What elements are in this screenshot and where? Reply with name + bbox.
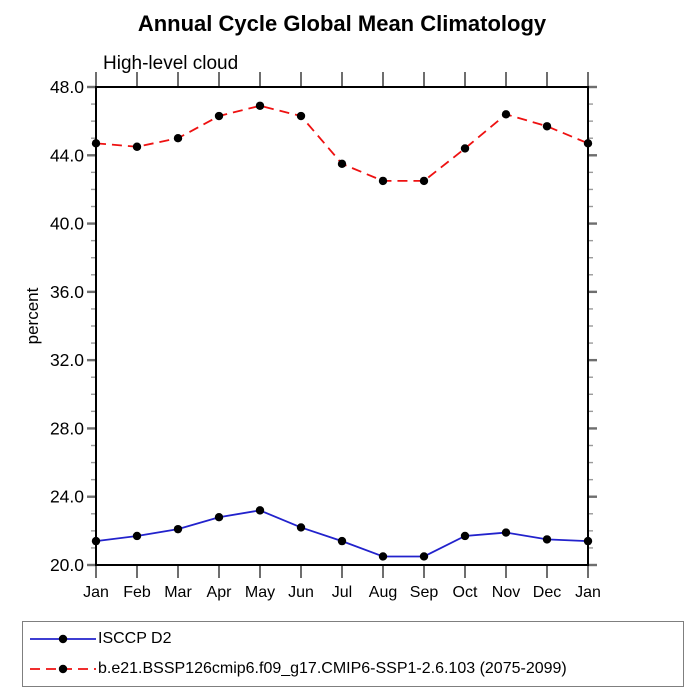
data-point (378, 552, 388, 561)
x-tick-label: Feb (123, 584, 151, 601)
data-point (214, 513, 224, 522)
x-tick-label: Apr (207, 584, 233, 601)
data-point (501, 528, 511, 537)
y-tick-label: 36.0 (50, 282, 84, 302)
x-tick-label: Oct (453, 584, 478, 601)
chart-subtitle: High-level cloud (103, 53, 239, 74)
data-point (337, 536, 347, 546)
legend-line-sample (30, 664, 96, 674)
data-point (173, 524, 183, 534)
y-tick-label: 24.0 (50, 487, 84, 507)
x-tick-label: Nov (492, 584, 520, 601)
data-point (583, 536, 593, 546)
legend-label: b.e21.BSSP126cmip6.f09_g17.CMIP6-SSP1-2.… (98, 660, 567, 677)
y-tick-label: 20.0 (50, 555, 84, 575)
data-point (173, 134, 183, 143)
data-point (542, 122, 552, 131)
x-tick-label: Jan (83, 584, 109, 601)
x-tick-label: Dec (533, 584, 561, 601)
data-point (214, 111, 224, 121)
data-point (91, 536, 101, 546)
series-line-0 (95, 509, 589, 558)
data-point (583, 139, 593, 148)
x-tick-label: Jun (288, 584, 314, 601)
legend-label: ISCCP D2 (98, 630, 172, 647)
legend-box: ISCCP D2 b.e21.BSSP126cmip6.f09_g17.CMIP6… (22, 621, 684, 687)
y-tick-label: 32.0 (50, 350, 84, 370)
x-tick-label: Jul (332, 584, 352, 601)
data-point (132, 142, 142, 151)
data-point (460, 144, 470, 153)
data-point (501, 110, 511, 119)
data-point (337, 159, 347, 169)
legend-marker-dot (58, 664, 68, 674)
data-point (460, 531, 470, 541)
legend-entry: ISCCP D2 (28, 625, 683, 653)
data-point (542, 535, 552, 544)
series-line-1 (95, 104, 589, 182)
data-point (296, 523, 306, 532)
y-tick-label: 28.0 (50, 418, 84, 438)
x-tick-label: Aug (369, 584, 397, 601)
data-point (255, 101, 265, 110)
data-point (91, 139, 101, 148)
x-tick-label: May (245, 584, 275, 601)
data-point (378, 176, 388, 186)
x-tick-label: Jan (575, 584, 601, 601)
legend-entry: b.e21.BSSP126cmip6.f09_g17.CMIP6-SSP1-2.… (28, 655, 683, 683)
data-point (419, 176, 429, 186)
y-tick-label: 40.0 (50, 214, 84, 234)
chart-title: Annual Cycle Global Mean Climatology (137, 11, 547, 36)
legend-marker-dot (58, 634, 68, 644)
data-point (419, 552, 429, 561)
plot-frame (95, 86, 589, 566)
data-point (132, 531, 142, 541)
y-tick-label: 48.0 (50, 77, 84, 97)
y-tick-label: 44.0 (50, 145, 84, 165)
x-tick-label: Mar (164, 584, 192, 601)
legend-line-sample (30, 634, 96, 644)
data-point (255, 506, 265, 515)
x-tick-label: Sep (410, 584, 439, 601)
data-point (296, 111, 306, 121)
